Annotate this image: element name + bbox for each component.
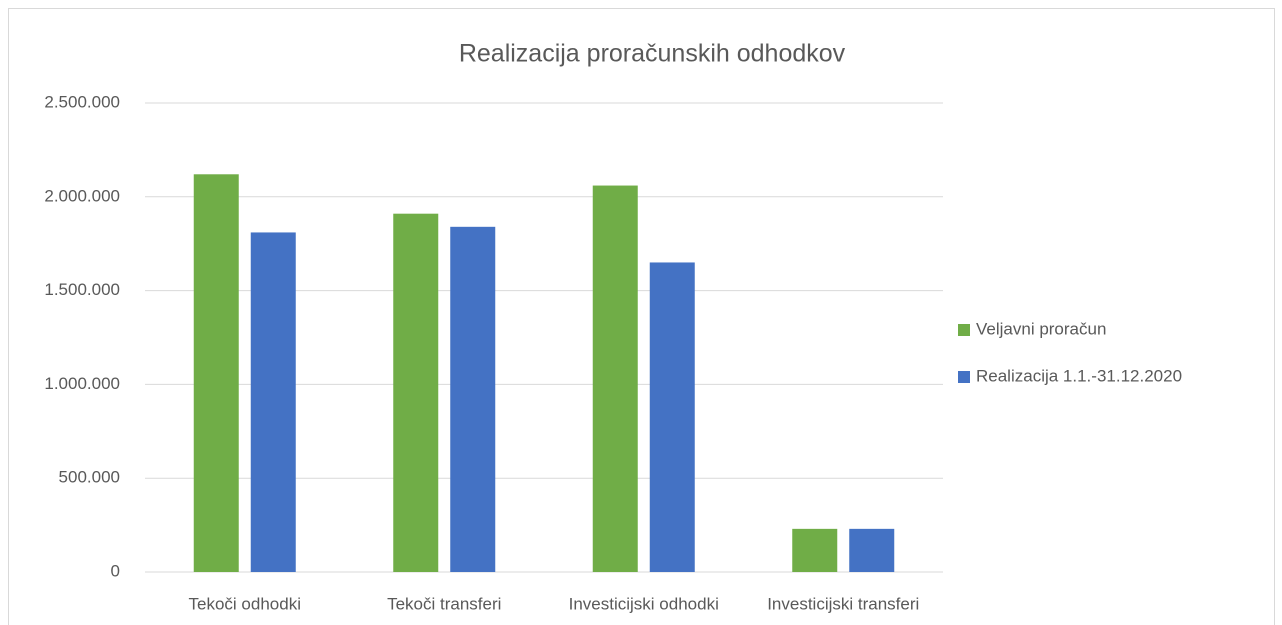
x-tick-label: Tekoči odhodki [189,594,301,613]
bar [792,528,838,572]
bar [393,213,439,572]
y-tick-label: 0 [111,561,120,580]
y-tick-label: 1.000.000 [44,374,120,393]
y-tick-label: 2.000.000 [44,186,120,205]
y-tick-label: 1.500.000 [44,280,120,299]
x-tick-label: Investicijski odhodki [569,594,719,613]
x-tick-label: Tekoči transferi [387,594,501,613]
bar [250,232,296,572]
legend-swatch [958,371,970,383]
bar [649,262,695,572]
legend-label: Veljavni proračun [976,319,1106,338]
legend-label: Realizacija 1.1.-31.12.2020 [976,366,1182,385]
chart-title: Realizacija proračunskih odhodkov [459,40,846,68]
bar [849,528,895,572]
bar [193,174,239,572]
x-tick-label: Investicijski transferi [767,594,919,613]
bar [592,185,638,572]
bar [450,226,496,573]
y-tick-label: 500.000 [59,468,120,487]
y-tick-label: 2.500.000 [44,92,120,111]
legend-swatch [958,324,970,336]
